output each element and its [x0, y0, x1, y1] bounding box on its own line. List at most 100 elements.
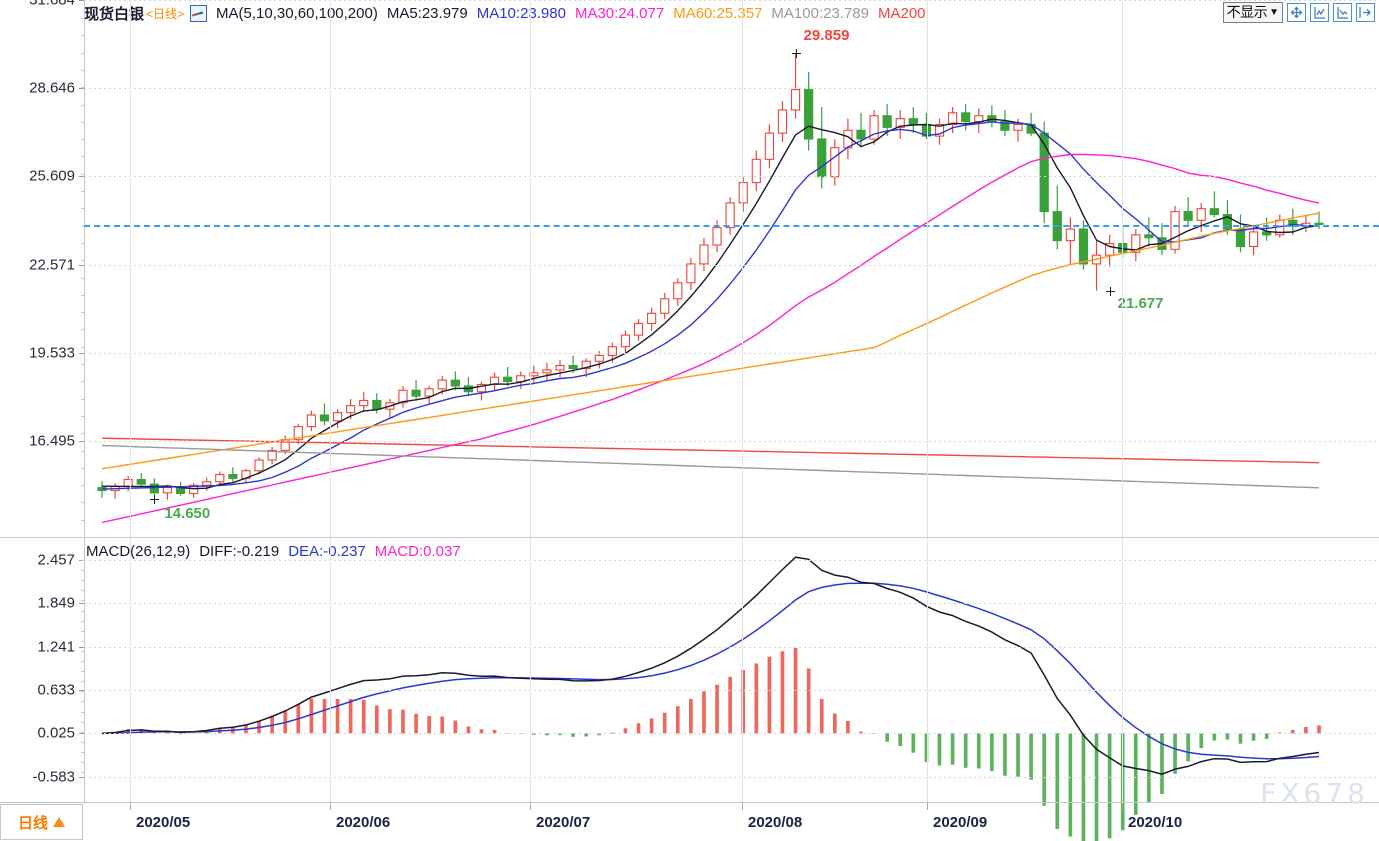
macd-y-tick-label: 1.241 [37, 638, 75, 655]
x-axis-tick [1122, 803, 1123, 810]
ma10-value: MA10:23.980 [476, 4, 566, 22]
period-label: <日线> [146, 6, 185, 21]
macd-title: MACD(26,12,9) [86, 543, 191, 560]
low-left-annotation: 14.650 [164, 504, 211, 522]
gridline [84, 689, 1379, 691]
x-axis-tick [330, 803, 331, 810]
macd-y-minor-tick [81, 650, 84, 652]
macd-y-minor-tick [81, 640, 84, 642]
price-y-minor-tick [81, 364, 84, 365]
price-series-layer [97, 52, 1324, 524]
vertical-gridline [330, 0, 331, 537]
price-y-minor-tick [81, 191, 84, 192]
period-selector-button[interactable]: 日线 [0, 804, 83, 840]
macd-y-axis: 2.457 1.849 1.241 0.633 0.025 -0.583 [0, 538, 85, 802]
macd-y-minor-tick [81, 671, 84, 673]
macd-legend-header: MACD(26,12,9) DIFF:-0.219 DEA:-0.237 MACD:0… [86, 543, 470, 560]
macd-y-minor-tick [81, 600, 84, 602]
symbol-label: 现货白银 [84, 5, 145, 23]
price-y-minor-tick [81, 294, 84, 296]
low-right-marker-icon [1105, 286, 1115, 296]
price-y-minor-tick [81, 433, 84, 435]
macd-y-minor-tick [81, 731, 84, 733]
vertical-gridline [530, 0, 531, 537]
low-left-marker-icon [150, 494, 160, 504]
macd-y-minor-tick [81, 610, 84, 612]
price-y-minor-tick [81, 18, 84, 19]
macd-y-minor-tick [81, 580, 84, 582]
ma-params-label: MA(5,10,30,60,100,200) [216, 4, 378, 22]
price-y-minor-tick [81, 519, 84, 521]
x-axis-tick-label: 2020/06 [336, 814, 391, 831]
x-axis-tick-label: 2020/10 [1128, 814, 1183, 831]
macd-y-minor-tick [81, 570, 84, 572]
x-axis-tick-label: 2020/07 [536, 814, 591, 831]
price-y-tick-label: 22.571 [29, 256, 75, 274]
gridline [84, 264, 1379, 266]
price-y-minor-tick [81, 502, 84, 504]
macd-y-minor-tick [81, 772, 84, 774]
gridline [84, 776, 1379, 778]
gridline [84, 176, 1379, 178]
ma-indicator-icon[interactable] [190, 4, 208, 22]
macd-y-tick-mark [79, 646, 84, 648]
macd-plot-area[interactable] [84, 538, 1379, 841]
macd-y-tick-mark [79, 733, 84, 735]
price-y-minor-tick [81, 173, 84, 175]
macd-y-minor-tick [81, 590, 84, 592]
triangle-up-icon [53, 817, 65, 827]
price-y-minor-tick [81, 312, 84, 314]
price-y-minor-tick [81, 35, 84, 37]
macd-y-tick-mark [79, 689, 84, 691]
macd-y-tick-label: 2.457 [37, 551, 75, 569]
macd-y-minor-tick [81, 630, 84, 632]
price-y-tick-label: 31.684 [29, 0, 75, 9]
x-axis-tick-label: 2020/05 [136, 814, 191, 831]
price-y-minor-tick [81, 242, 84, 244]
vertical-gridline [1122, 538, 1123, 802]
vertical-gridline [742, 538, 743, 802]
chevron-down-icon: ▼ [1269, 7, 1279, 18]
x-axis: 日线 2020/05 2020/06 2020/07 2020/08 2020/09 20… [0, 802, 1379, 841]
price-y-minor-tick [81, 69, 84, 71]
price-y-minor-tick [81, 121, 84, 123]
gridline [84, 353, 1379, 354]
zoom-left-icon[interactable] [1310, 3, 1329, 22]
macd-y-tick-label: 1.849 [37, 594, 75, 612]
macd-y-tick-label: 0.633 [37, 681, 75, 699]
vertical-gridline [530, 538, 531, 802]
price-y-tick-label: 16.495 [29, 432, 75, 450]
vertical-gridline [130, 0, 131, 537]
macd-y-minor-tick [81, 661, 84, 662]
vertical-gridline [927, 538, 928, 802]
price-y-tick-mark [79, 88, 84, 90]
price-y-minor-tick [81, 52, 84, 54]
price-plot-area[interactable]: 29.859 14.650 21.677 [84, 0, 1379, 537]
zoom-right-icon[interactable] [1333, 3, 1352, 22]
price-y-tick-label: 28.646 [29, 79, 75, 97]
x-axis-tick [742, 803, 743, 810]
gridline [84, 603, 1379, 605]
price-y-tick-mark [79, 353, 84, 354]
macd-macd-value: MACD:0.037 [374, 543, 461, 560]
crosshair-icon[interactable] [1287, 3, 1306, 22]
price-y-minor-tick [81, 260, 84, 262]
macd-y-minor-tick [81, 721, 84, 723]
macd-panel: 2.457 1.849 1.241 0.633 0.025 -0.583 MACD(26,… [0, 537, 1379, 841]
price-y-minor-tick [81, 415, 84, 417]
price-y-axis: 31.684 28.646 25.609 22.571 19.533 16.495 [0, 0, 85, 537]
vertical-gridline [742, 0, 743, 537]
macd-y-minor-tick [81, 741, 84, 743]
price-y-tick-mark [79, 441, 84, 443]
macd-y-minor-tick [81, 691, 84, 693]
price-y-tick-label: 19.533 [29, 344, 75, 362]
shift-right-icon[interactable] [1356, 3, 1375, 22]
price-y-minor-tick [81, 208, 84, 210]
x-axis-tick [927, 803, 928, 810]
display-mode-dropdown[interactable]: 不显示 ▼ [1222, 2, 1283, 23]
macd-dea-value: DEA:-0.237 [288, 543, 366, 560]
low-right-annotation: 21.677 [1117, 294, 1164, 312]
gridline [84, 0, 1379, 1]
x-axis-tick [530, 803, 531, 810]
price-y-minor-tick [81, 104, 84, 106]
